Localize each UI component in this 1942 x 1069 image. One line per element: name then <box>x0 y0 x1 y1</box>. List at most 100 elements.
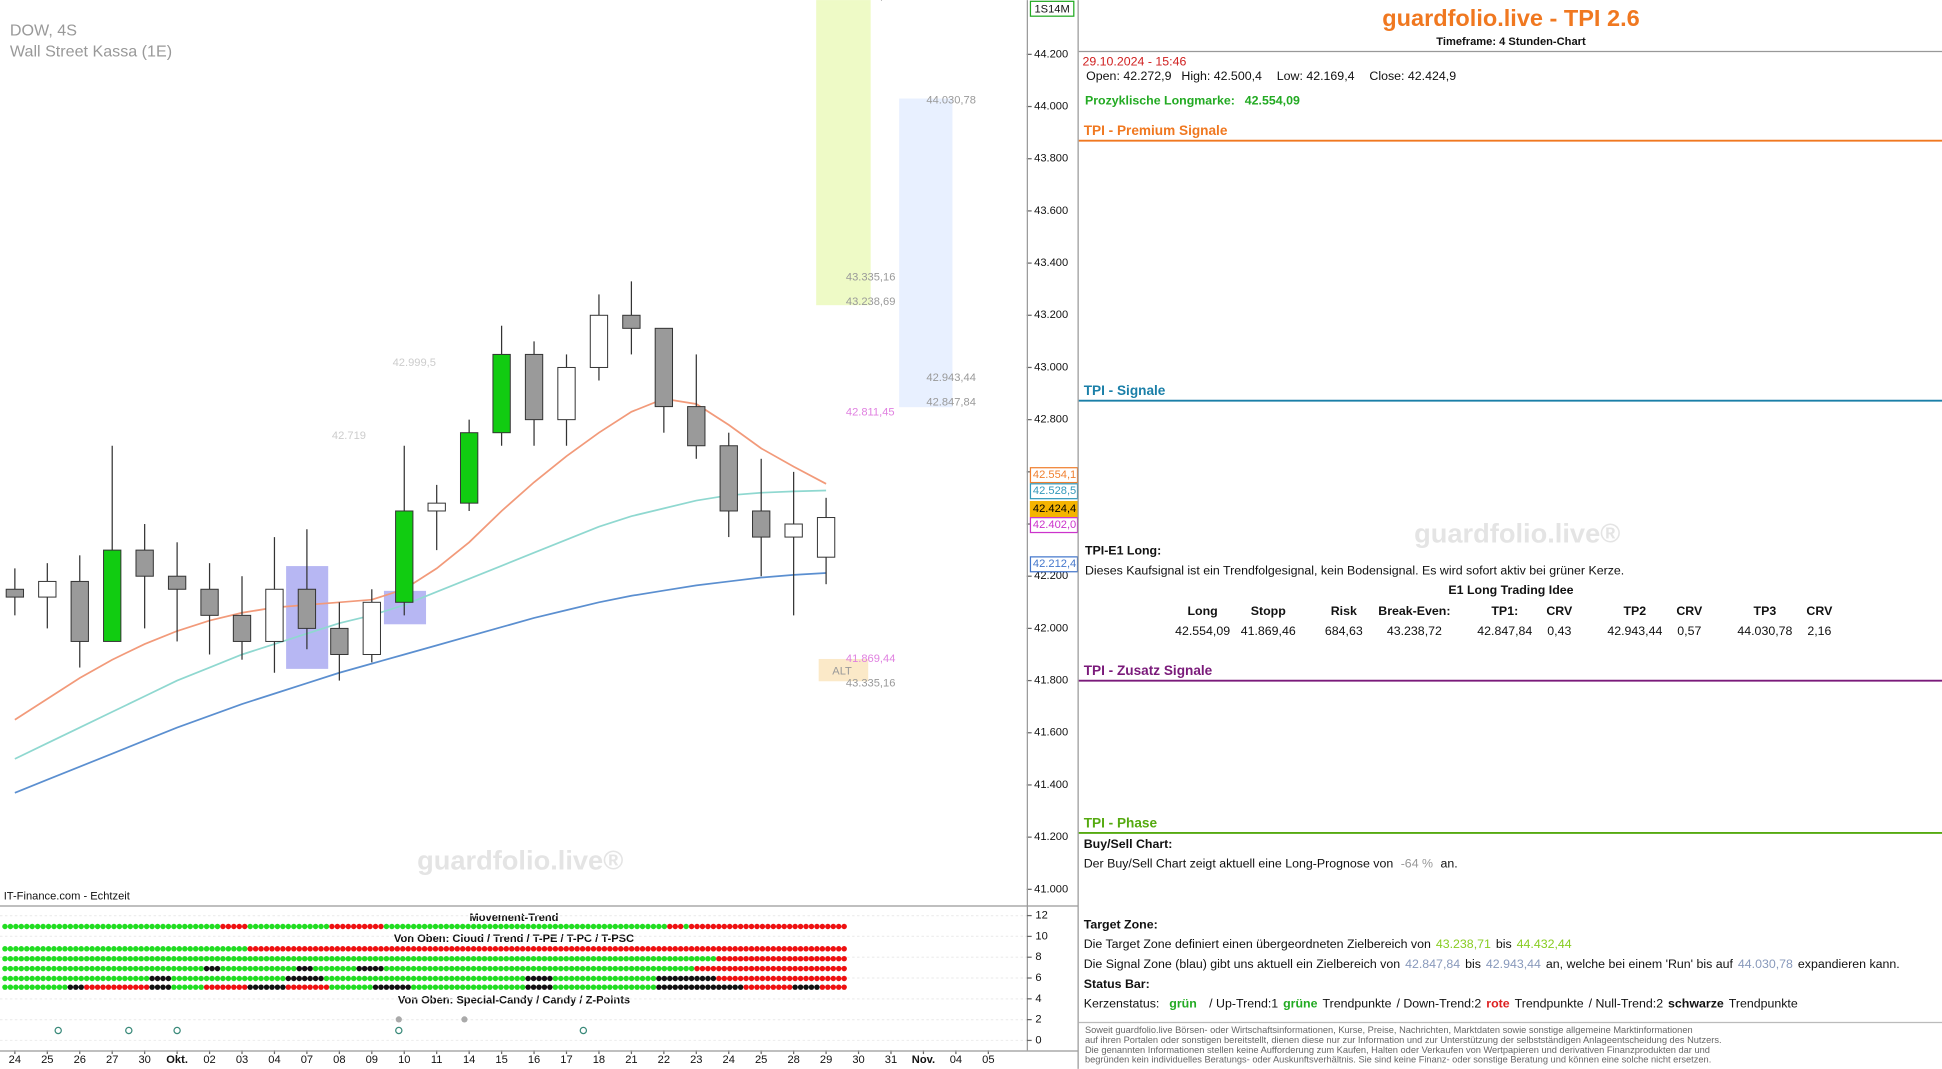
trend-dot <box>705 965 711 972</box>
trend-dot <box>519 965 526 972</box>
trend-dot <box>808 946 815 952</box>
trend-dot <box>438 946 444 952</box>
trend-dot <box>24 946 30 952</box>
trend-dot <box>40 955 46 962</box>
trend-dot <box>547 975 553 982</box>
annotation: 41.869,44 <box>846 653 896 665</box>
trend-dot <box>285 965 292 972</box>
section-heading: TPI - Premium Signale <box>1084 123 1228 138</box>
trend-dot <box>214 975 221 982</box>
trend-dot <box>667 923 673 930</box>
trend-dot <box>830 955 837 962</box>
text: / Null-Trend:2 <box>1589 997 1664 1011</box>
text: Trendpunkte <box>1515 997 1584 1011</box>
trend-dot <box>590 984 597 990</box>
trend-dot <box>192 984 199 990</box>
trend-dot <box>498 946 504 952</box>
trend-dot <box>525 984 531 990</box>
trend-dot <box>127 923 134 930</box>
trend-dot <box>661 923 668 930</box>
trend-dot <box>519 955 526 962</box>
trend-dot <box>759 965 766 972</box>
trend-dot <box>160 923 166 930</box>
table-header: Stopp <box>1251 604 1286 618</box>
trend-dot <box>650 955 657 962</box>
x-tick-label: Okt. <box>166 1054 188 1066</box>
price-box-label: 42.402,0 <box>1033 519 1076 531</box>
trend-dot <box>203 946 210 952</box>
trend-dot <box>361 946 368 952</box>
trend-dot <box>781 965 787 972</box>
trend-dot <box>830 975 837 982</box>
trend-dot <box>743 975 749 982</box>
target-line: Die Target Zone definiert einen übergeor… <box>1084 937 1572 951</box>
trend-dot <box>427 965 433 972</box>
watermark: guardfolio.live® <box>1414 517 1620 548</box>
price-box <box>1029 556 1079 573</box>
trend-dot <box>765 984 771 990</box>
trend-dot <box>814 984 820 990</box>
trend-dot <box>171 923 177 930</box>
trend-dot <box>231 923 237 930</box>
trend-dot <box>683 975 689 982</box>
trend-dot <box>89 975 95 982</box>
panel-title: guardfolio.live - TPI 2.6 <box>1382 5 1639 31</box>
trend-dot <box>236 923 243 930</box>
trend-dot <box>405 965 411 972</box>
table-header: Risk <box>1331 604 1357 618</box>
trend-dot <box>18 984 25 990</box>
trend-dot <box>7 975 14 982</box>
trend-dot <box>830 946 837 952</box>
trend-dot <box>51 955 57 962</box>
trend-dot <box>34 965 41 972</box>
trend-dot <box>530 923 537 930</box>
trend-dot <box>759 955 766 962</box>
y-tick-label: 42.800 <box>1034 414 1068 426</box>
trend-dot <box>154 975 161 982</box>
target-zone <box>816 0 871 306</box>
trend-dot <box>378 965 384 972</box>
trend-dot <box>340 946 346 952</box>
trend-dot <box>247 923 253 930</box>
trend-dot <box>345 984 351 990</box>
trend-dot <box>574 965 580 972</box>
trend-dot <box>661 984 668 990</box>
trend-dot <box>410 946 417 952</box>
watermark: guardfolio.live® <box>417 844 623 875</box>
trend-dot <box>503 975 510 982</box>
candle-body <box>524 353 544 421</box>
trend-dot <box>116 955 123 962</box>
trend-dot <box>242 984 248 990</box>
trend-dot <box>563 975 569 982</box>
trend-dot <box>400 923 406 930</box>
trend-dot <box>596 965 602 972</box>
trend-dot <box>203 955 210 962</box>
trend-dot <box>73 923 79 930</box>
x-tick-label: 15 <box>495 1054 507 1066</box>
y-tick-label: 41.200 <box>1034 831 1068 843</box>
trend-dot <box>481 955 488 962</box>
trend-dot <box>530 946 537 952</box>
trend-dot <box>394 965 401 972</box>
text: bis <box>1496 937 1512 951</box>
trend-dot <box>727 975 733 982</box>
candle-body <box>687 406 706 447</box>
x-tick-label: 16 <box>528 1054 540 1066</box>
timeframe: Timeframe: 4 Stunden-Chart <box>1436 36 1586 48</box>
trend-dot <box>133 923 139 930</box>
trend-dot <box>449 955 455 962</box>
trend-dot <box>716 965 722 972</box>
trend-dot <box>639 965 646 972</box>
trend-dot <box>808 975 815 982</box>
y-tick-label: 10 <box>1035 930 1047 942</box>
trend-dot <box>18 975 25 982</box>
trend-dot <box>677 955 684 962</box>
trend-dot <box>459 955 466 962</box>
trend-dot <box>13 923 19 930</box>
trend-dot <box>639 946 646 952</box>
trend-dot <box>274 946 281 952</box>
trend-dot <box>263 984 270 990</box>
trend-dot <box>612 975 619 982</box>
trend-dot <box>7 955 14 962</box>
text: Trendpunkte <box>1729 997 1798 1011</box>
